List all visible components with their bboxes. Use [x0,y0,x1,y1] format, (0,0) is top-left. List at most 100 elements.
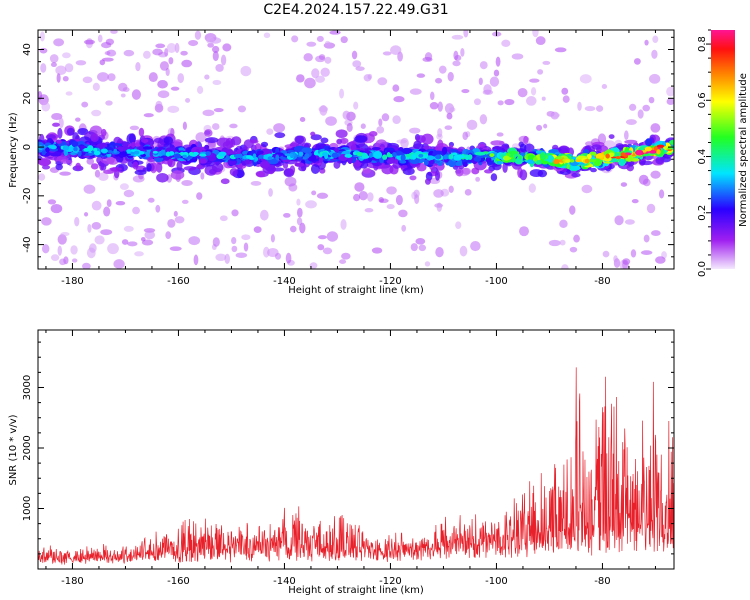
heatmap-noise-blob [167,105,180,113]
heatmap-noise-blob [299,116,306,123]
heatmap-noise-blob [342,110,351,120]
heatmap-band-blob [496,160,502,165]
heatmap-noise-blob [91,109,102,117]
heatmap-noise-blob [240,65,252,77]
heatmap-band-blob [77,150,82,157]
heatmap-noise-blob [535,36,546,46]
heatmap-noise-blob [212,237,220,247]
heatmap-peak-blob [188,151,194,156]
heatmap-noise-blob [296,198,301,206]
heatmap-noise-blob [84,39,95,45]
heatmap-cloud-blob [96,156,104,164]
heatmap-noise-blob [215,64,224,72]
heatmap-noise-blob [263,32,271,39]
heatmap-cloud-blob [60,159,73,164]
heatmap-noise-blob [601,83,608,90]
heatmap-noise-blob [528,183,536,193]
heatmap-noise-blob [62,76,69,82]
heatmap-noise-blob [316,35,324,43]
snr-y-axis-label: SNR (10 * v/v) [8,414,19,485]
heatmap-peak-blob [517,155,524,160]
heatmap-noise-blob [40,63,47,73]
heatmap-noise-blob [455,221,462,229]
heatmap-noise-blob [167,219,176,228]
spectrogram-y-tick-label: 40 [22,43,33,56]
spectrogram-x-tick-label: -140 [273,276,296,287]
spectrogram-x-tick-label: -80 [594,276,610,287]
heatmap-noise-blob [322,247,333,255]
heatmap-noise-blob [651,49,658,59]
heatmap-peak-blob [410,154,417,160]
heatmap-band-blob [535,159,543,165]
heatmap-noise-blob [57,245,63,256]
heatmap-cloud-blob [310,164,320,175]
heatmap-noise-blob [329,30,341,35]
heatmap-noise-blob [291,35,299,43]
heatmap-noise-blob [155,100,163,111]
heatmap-noise-blob [436,202,443,212]
heatmap-peak-blob [93,150,101,156]
heatmap-band-blob [198,158,208,164]
heatmap-noise-blob [569,246,578,253]
heatmap-noise-blob [113,259,125,269]
heatmap-noise-blob [366,192,374,202]
heatmap-cloud-blob [109,167,123,172]
heatmap-noise-blob [655,256,666,264]
heatmap-noise-blob [75,117,81,122]
heatmap-noise-blob [115,201,126,206]
heatmap-noise-blob [182,121,187,131]
heatmap-band-blob [618,158,626,167]
heatmap-band-blob [462,161,468,168]
spectrogram-y-axis-label: Frequency (Hz) [8,112,19,188]
heatmap-peak-blob [182,154,187,159]
heatmap-noise-blob [475,176,481,182]
heatmap-noise-blob [235,252,248,258]
heatmap-noise-blob [358,191,368,201]
heatmap-cloud-blob [455,167,464,177]
heatmap-cloud-blob [608,134,615,139]
heatmap-noise-blob [561,87,569,95]
heatmap-cloud-blob [519,169,528,181]
heatmap-noise-blob [424,261,431,267]
colorbar-gradient [711,30,735,269]
snr-frame [37,329,675,570]
heatmap-noise-blob [353,193,361,202]
heatmap-noise-blob [110,30,118,34]
snr-x-tick-label: -140 [273,576,296,587]
colorbar-label: Normalized spectral amplitude [738,73,749,227]
heatmap-noise-blob [148,72,158,83]
heatmap-peak-blob [620,152,626,157]
heatmap-noise-blob [525,96,537,106]
heatmap-noise-blob [304,77,316,89]
heatmap-peak-blob [266,153,273,158]
heatmap-noise-blob [123,49,135,57]
heatmap-band-blob [441,146,448,155]
heatmap-noise-blob [140,236,146,242]
heatmap-peak-blob [93,147,98,152]
heatmap-noise-blob [549,112,560,118]
heatmap-noise-blob [452,60,461,67]
spectrogram-x-tick-label: -120 [379,276,402,287]
heatmap-noise-blob [86,247,96,259]
heatmap-peak-blob [553,159,560,165]
heatmap-noise-blob [123,225,134,232]
heatmap-noise-blob [243,242,249,252]
heatmap-band-blob [45,147,50,153]
heatmap-peak-blob [569,159,575,163]
heatmap-cloud-blob [90,163,99,170]
heatmap-cloud-blob [229,168,238,176]
heatmap-noise-blob [144,230,156,240]
heatmap-peak-blob [83,147,91,152]
heatmap-cloud-blob [138,127,145,137]
heatmap-noise-blob [390,45,402,55]
heatmap-noise-blob [309,262,318,269]
heatmap-band-blob [399,160,407,164]
heatmap-noise-blob [346,122,353,133]
snr-series-line [38,367,674,565]
heatmap-noise-blob [410,243,418,252]
heatmap-noise-blob [438,65,447,74]
spectrogram-y-ticks: -40 -20 0 20 40 [22,36,674,270]
heatmap-cloud-blob [90,133,99,142]
heatmap-band-blob [540,154,546,160]
